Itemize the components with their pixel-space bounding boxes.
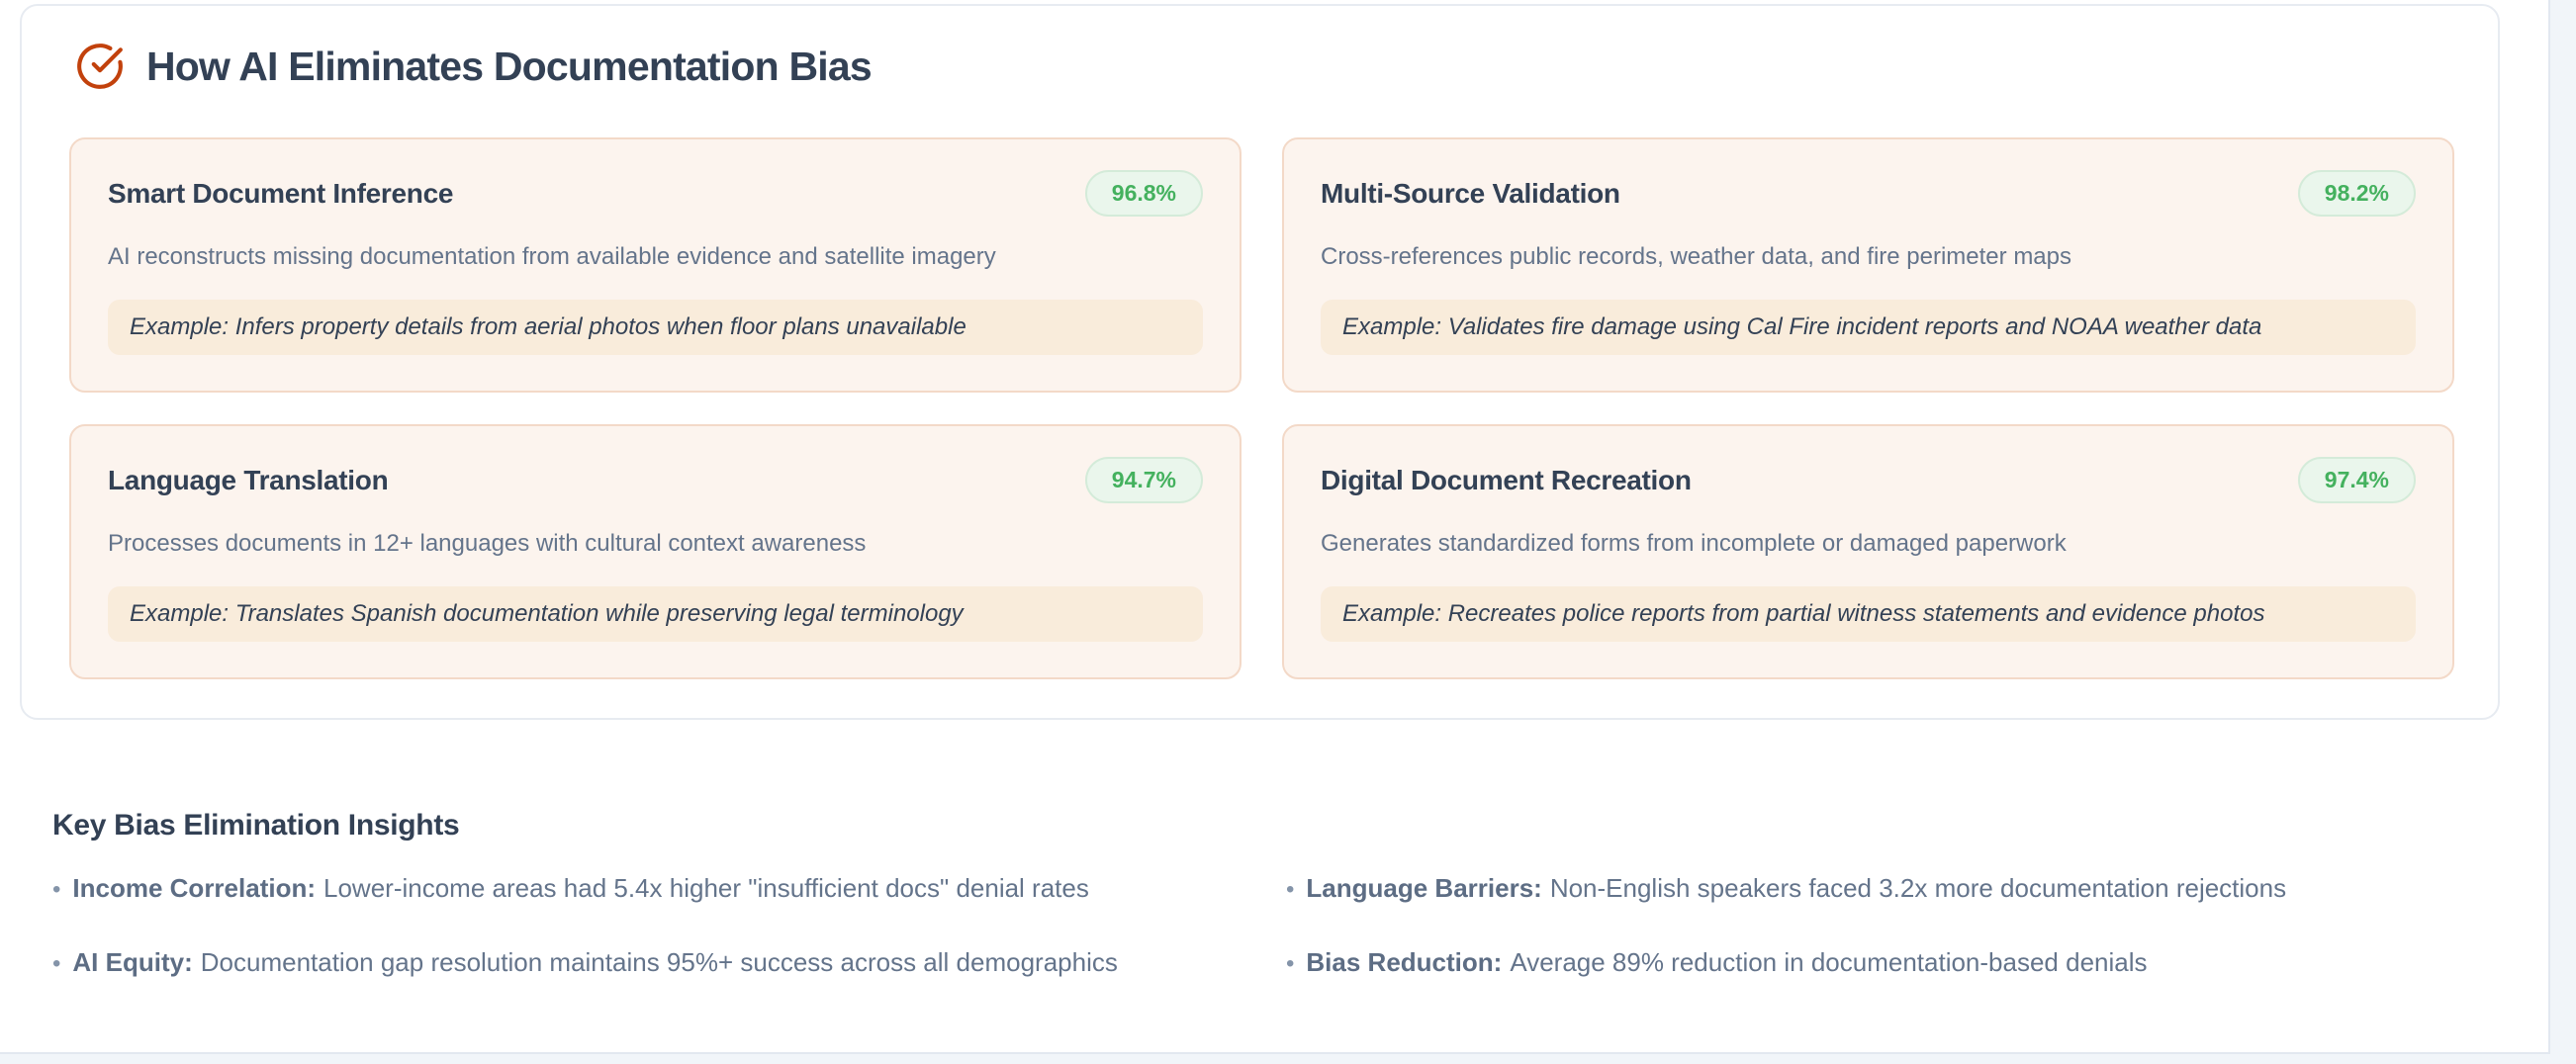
- bullet-dot: •: [1286, 950, 1295, 977]
- insight-income-correlation: • Income Correlation: Lower-income areas h…: [52, 872, 1286, 906]
- ai-documentation-bias-card: How AI Eliminates Documentation Bias Sma…: [20, 4, 2500, 720]
- insight-label: Income Correlation:: [72, 873, 316, 903]
- feature-title: Smart Document Inference: [108, 177, 454, 209]
- accuracy-badge: 94.7%: [1084, 457, 1203, 503]
- bullet-dot: •: [52, 876, 61, 903]
- feature-card-multi-source-validation: Multi-Source Validation 98.2% Cross-refe…: [1282, 137, 2454, 393]
- check-circle-icon: [77, 44, 123, 89]
- insights-grid: • Income Correlation: Lower-income areas h…: [52, 872, 2456, 980]
- feature-grid: Smart Document Inference 96.8% AI recons…: [69, 137, 2454, 679]
- insight-text: Average 89% reduction in documentation-b…: [1510, 947, 2148, 977]
- bullet-dot: •: [52, 950, 61, 977]
- section-title: How AI Eliminates Documentation Bias: [146, 43, 873, 89]
- feature-description: Cross-references public records, weather…: [1321, 243, 2071, 270]
- insight-text: Documentation gap resolution maintains 9…: [200, 947, 1118, 977]
- feature-card-header: Multi-Source Validation 98.2%: [1321, 170, 2416, 217]
- key-insights-section: Key Bias Elimination Insights • Income Co…: [52, 809, 2456, 980]
- insight-label: Language Barriers:: [1306, 873, 1542, 903]
- feature-description: Generates standardized forms from incomp…: [1321, 530, 2067, 557]
- feature-card-digital-document-recreation: Digital Document Recreation 97.4% Genera…: [1282, 424, 2454, 679]
- feature-card-header: Language Translation 94.7%: [108, 457, 1203, 503]
- insight-label: Bias Reduction:: [1306, 947, 1503, 977]
- insight-label: AI Equity:: [72, 947, 193, 977]
- accuracy-badge: 98.2%: [2297, 170, 2416, 217]
- feature-title: Language Translation: [108, 464, 389, 495]
- feature-card-language-translation: Language Translation 94.7% Processes doc…: [69, 424, 1242, 679]
- feature-example: Example: Recreates police reports from p…: [1321, 586, 2416, 642]
- accuracy-badge: 96.8%: [1084, 170, 1203, 217]
- bullet-dot: •: [1286, 876, 1295, 903]
- feature-card-header: Smart Document Inference 96.8%: [108, 170, 1203, 217]
- feature-description: Processes documents in 12+ languages wit…: [108, 530, 867, 557]
- feature-example: Example: Validates fire damage using Cal…: [1321, 300, 2416, 355]
- feature-title: Multi-Source Validation: [1321, 177, 1620, 209]
- feature-title: Digital Document Recreation: [1321, 464, 1692, 495]
- feature-card-smart-document-inference: Smart Document Inference 96.8% AI recons…: [69, 137, 1242, 393]
- insights-title: Key Bias Elimination Insights: [52, 809, 460, 842]
- feature-example: Example: Infers property details from ae…: [108, 300, 1203, 355]
- insight-language-barriers: • Language Barriers: Non-English speakers …: [1286, 872, 2456, 906]
- insight-text: Lower-income areas had 5.4x higher "insu…: [323, 873, 1089, 903]
- feature-description: AI reconstructs missing documentation fr…: [108, 243, 996, 270]
- accuracy-badge: 97.4%: [2297, 457, 2416, 503]
- section-header: How AI Eliminates Documentation Bias: [22, 6, 2498, 91]
- insight-bias-reduction: • Bias Reduction: Average 89% reduction in…: [1286, 946, 2456, 980]
- feature-card-header: Digital Document Recreation 97.4%: [1321, 457, 2416, 503]
- feature-example: Example: Translates Spanish documentatio…: [108, 586, 1203, 642]
- insight-ai-equity: • AI Equity: Documentation gap resolution …: [52, 946, 1286, 980]
- insight-text: Non-English speakers faced 3.2x more doc…: [1549, 873, 2287, 903]
